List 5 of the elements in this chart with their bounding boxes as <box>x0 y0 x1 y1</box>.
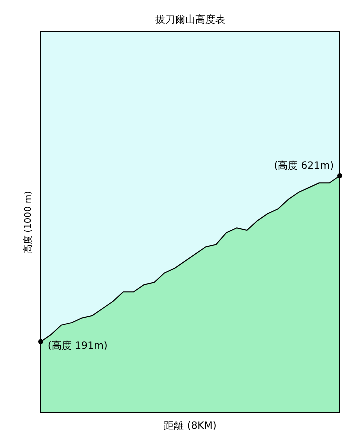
text: (高度 621m) <box>274 160 334 172</box>
annotation: (高度 191m) <box>48 340 108 352</box>
x-axis-title: 距離 (8KM) <box>164 420 217 432</box>
chart-title: 拔刀爾山高度表 <box>156 14 226 26</box>
y-axis-title: 高度 (1000 m) <box>23 191 34 254</box>
